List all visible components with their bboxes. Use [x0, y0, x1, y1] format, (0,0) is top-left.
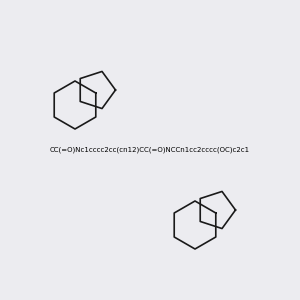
- Text: CC(=O)Nc1cccc2cc(cn12)CC(=O)NCCn1cc2cccc(OC)c2c1: CC(=O)Nc1cccc2cc(cn12)CC(=O)NCCn1cc2cccc…: [50, 147, 250, 153]
